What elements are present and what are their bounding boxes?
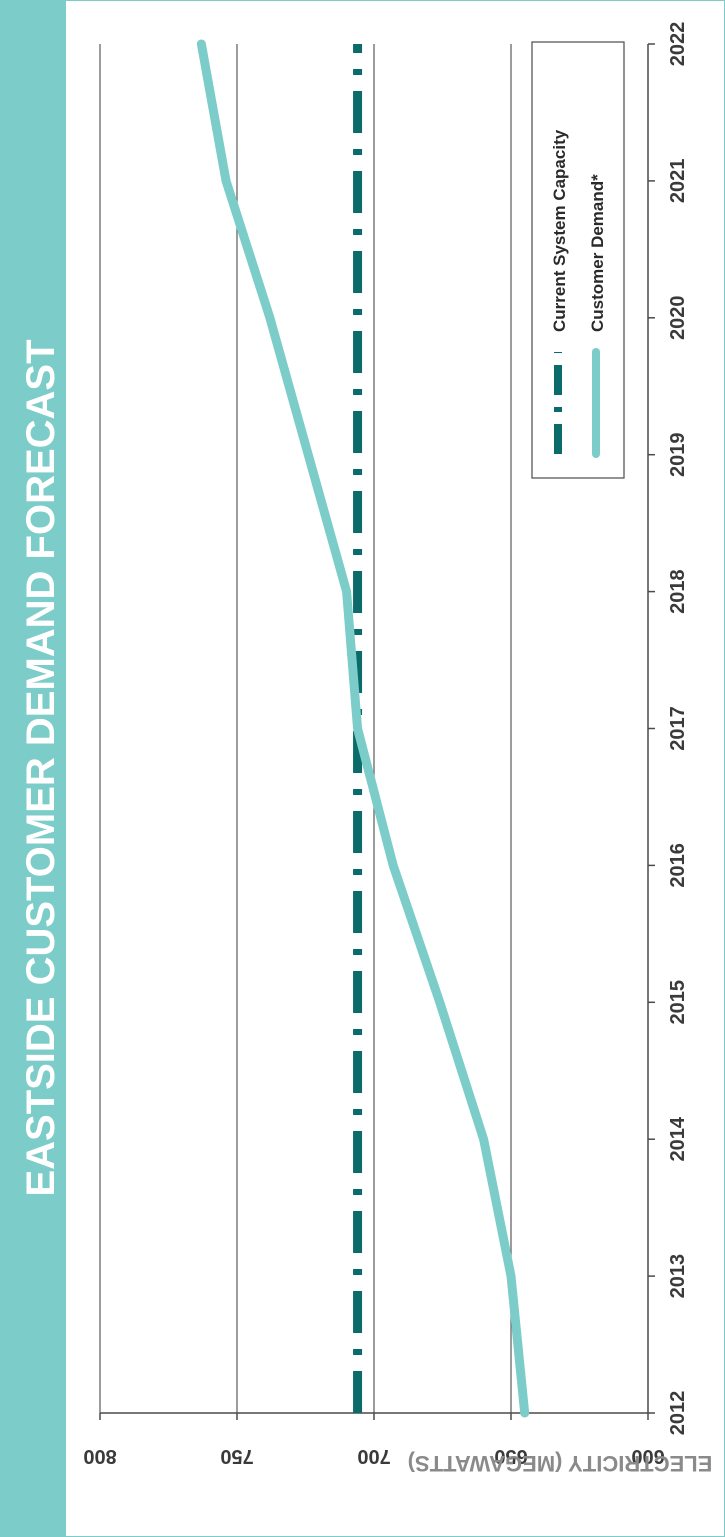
value-tick-label: 700 — [357, 1445, 390, 1467]
title-banner — [0, 0, 66, 1537]
year-tick-label: 2015 — [667, 980, 689, 1025]
year-tick-label: 2014 — [667, 1116, 689, 1161]
legend-label-capacity: Current System Capacity — [550, 129, 569, 332]
tick-labels: 2012 2013 2014 2015 2016 2017 2018 2019 2020 2021… — [83, 22, 689, 1467]
value-tick-label: 750 — [220, 1445, 253, 1467]
legend-box — [531, 41, 625, 479]
year-tick-label: 2013 — [667, 1254, 689, 1299]
legend-label-demand: Customer Demand* — [588, 174, 607, 332]
value-tick-label: 800 — [83, 1445, 116, 1467]
year-tick-label: 2020 — [667, 296, 689, 341]
value-tick-label: 600 — [631, 1445, 664, 1467]
axes — [99, 43, 655, 1420]
year-tick-label: 2017 — [667, 706, 689, 751]
series-lines — [196, 39, 530, 1418]
year-tick-label: 2021 — [667, 159, 689, 204]
year-tick-label: 2022 — [667, 22, 689, 67]
year-tick-label: 2019 — [667, 432, 689, 477]
value-tick-label: 650 — [494, 1445, 527, 1467]
year-tick-label: 2018 — [667, 569, 689, 614]
y-axis-label: ELECTRICITY (MEGAWATTS) — [408, 1451, 713, 1476]
legend: Current System Capacity Customer Demand* — [531, 41, 625, 479]
grid-lines — [99, 44, 512, 1413]
series-line-demand — [196, 39, 530, 1418]
chart-title: EASTSIDE CUSTOMER DEMAND FORECAST — [19, 339, 63, 1196]
year-tick-label: 2016 — [667, 843, 689, 888]
year-tick-label: 2012 — [667, 1391, 689, 1436]
